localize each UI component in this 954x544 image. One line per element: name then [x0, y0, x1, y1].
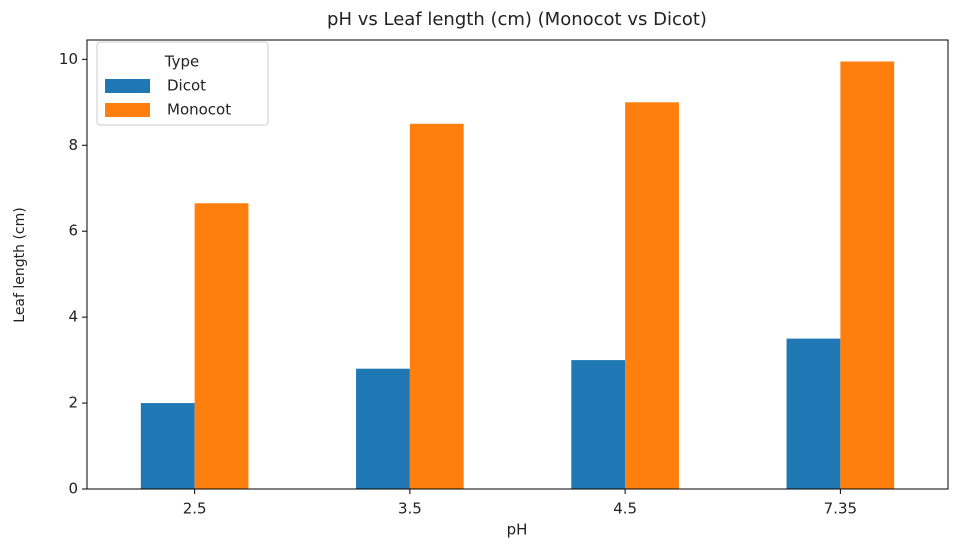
x-axis-label: pH — [507, 521, 528, 539]
y-axis-label: Leaf length (cm) — [12, 207, 28, 322]
y-tick-label: 6 — [68, 222, 78, 240]
bar — [571, 360, 626, 489]
legend-label: Monocot — [167, 101, 231, 119]
x-tick-label: 3.5 — [398, 500, 422, 518]
y-tick-label: 0 — [68, 480, 78, 498]
plot-frame — [86, 39, 949, 490]
bar — [840, 61, 895, 490]
bar — [625, 102, 679, 489]
y-tick-label: 2 — [68, 394, 78, 412]
legend-title: Type — [164, 53, 199, 71]
x-tick-label: 7.35 — [824, 500, 857, 518]
legend-swatch — [105, 79, 150, 93]
bar — [409, 123, 464, 489]
bar — [356, 368, 410, 489]
y-tick-label: 4 — [68, 308, 78, 326]
bar — [140, 403, 195, 489]
bar — [194, 203, 249, 490]
legend-label: Dicot — [167, 77, 206, 95]
y-tick-label: 10 — [59, 50, 78, 68]
chart-title: pH vs Leaf length (cm) (Monocot vs Dicot… — [327, 9, 707, 30]
x-tick-label: 2.5 — [183, 500, 207, 518]
y-tick-label: 8 — [68, 136, 78, 154]
x-tick-label: 4.5 — [613, 500, 637, 518]
legend-swatch — [105, 103, 150, 117]
bar — [786, 338, 841, 489]
